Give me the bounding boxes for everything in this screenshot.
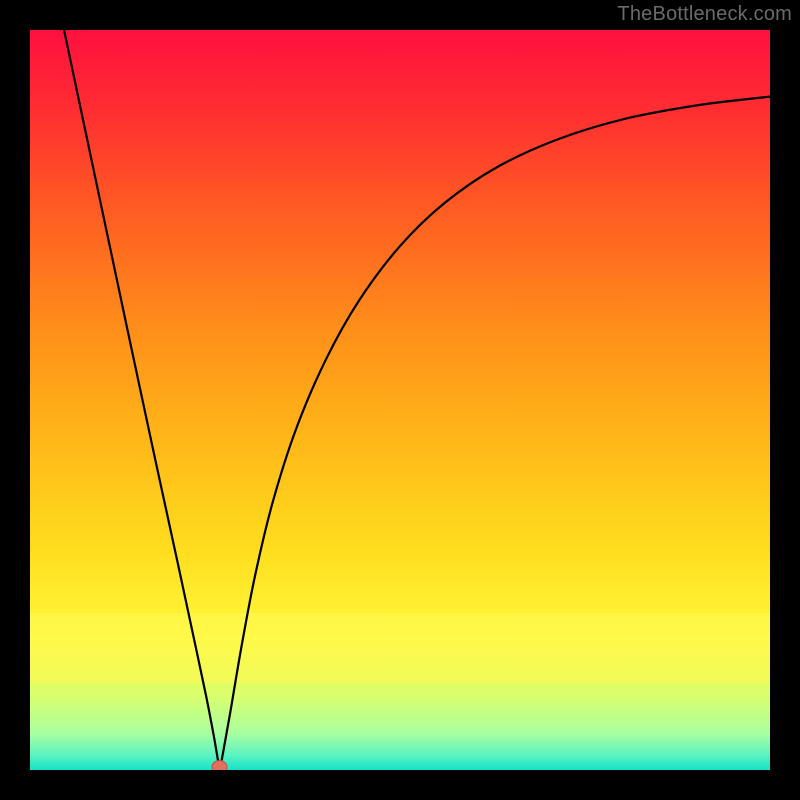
- watermark-text: TheBottleneck.com: [617, 3, 792, 26]
- chart-container: TheBottleneck.com: [0, 0, 800, 800]
- chart-svg: [0, 0, 800, 800]
- highlight-band: [30, 613, 770, 683]
- plot-area: [30, 30, 770, 774]
